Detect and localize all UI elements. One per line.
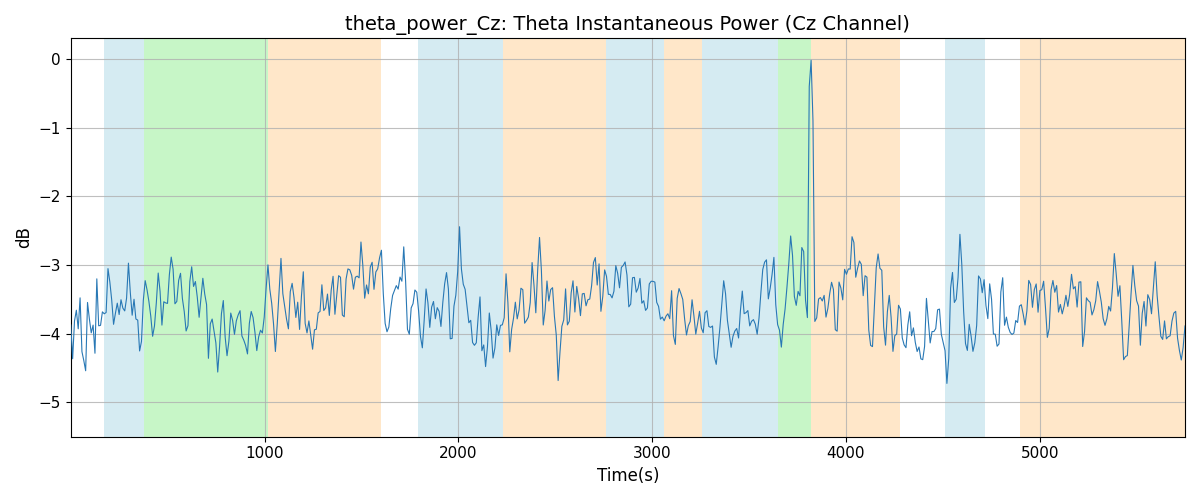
Bar	[418, 38, 503, 436]
Title: theta_power_Cz: Theta Instantaneous Power (Cz Channel): theta_power_Cz: Theta Instantaneous Powe…	[346, 15, 911, 35]
Bar	[985, 38, 1020, 436]
Bar	[606, 38, 664, 436]
Y-axis label: dB: dB	[16, 226, 34, 248]
Bar	[811, 38, 900, 436]
Bar	[1020, 38, 1186, 436]
Bar	[503, 38, 606, 436]
Bar	[380, 38, 418, 436]
Bar	[269, 38, 380, 436]
Bar	[743, 38, 778, 436]
Bar	[900, 38, 944, 436]
Bar	[778, 38, 811, 436]
Bar	[144, 38, 269, 436]
X-axis label: Time(s): Time(s)	[596, 467, 659, 485]
Bar	[103, 38, 144, 436]
Bar	[664, 38, 702, 436]
Bar	[944, 38, 985, 436]
Bar	[702, 38, 743, 436]
